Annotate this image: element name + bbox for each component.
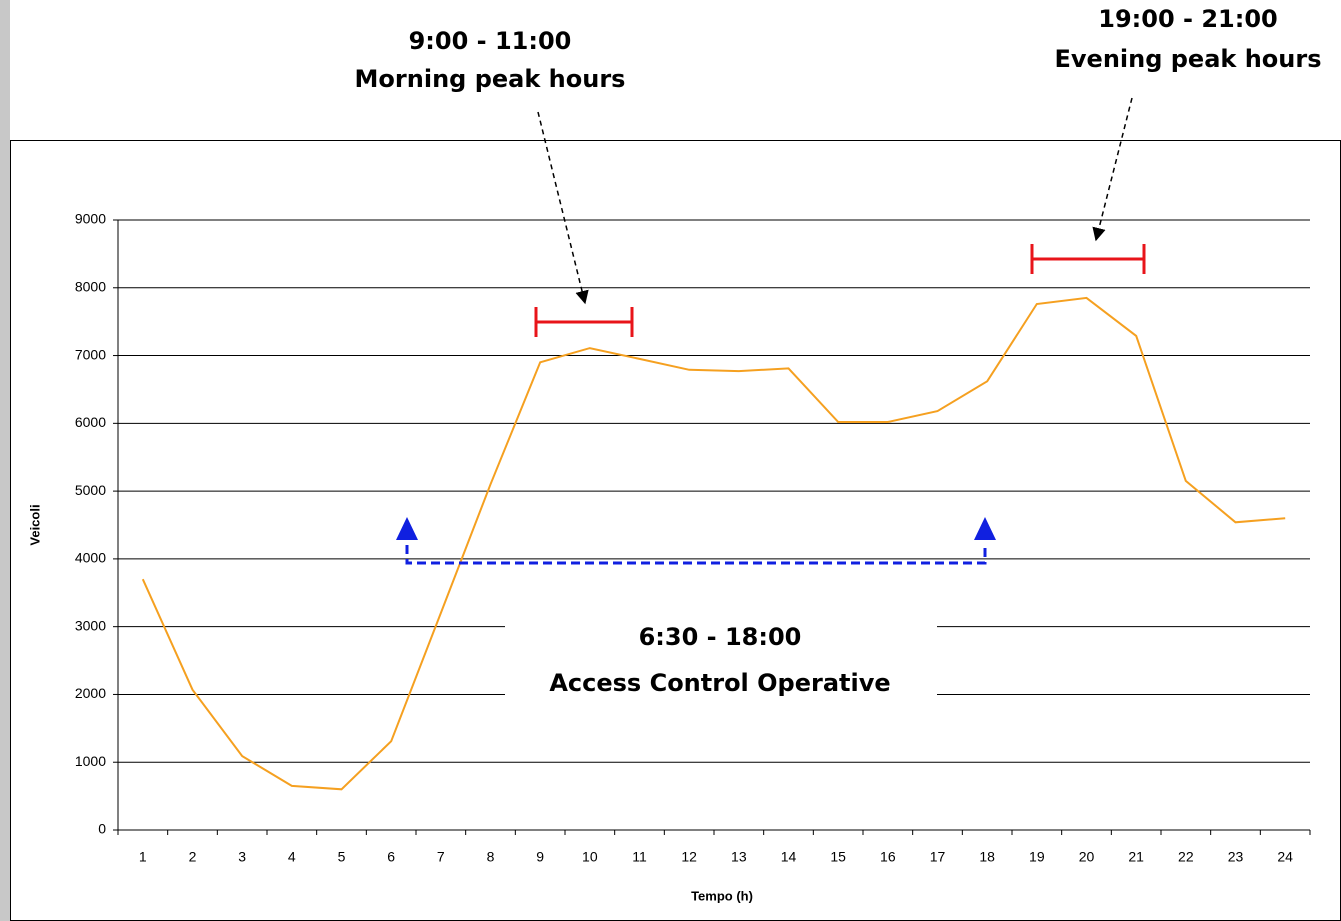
x-tick-label: 1	[139, 849, 147, 865]
x-tick-label: 2	[189, 849, 197, 865]
y-tick-label: 9000	[75, 211, 106, 227]
x-axis-label: Tempo (h)	[691, 888, 753, 903]
x-tick-label: 11	[632, 849, 647, 865]
x-tick-label: 24	[1277, 849, 1293, 865]
x-tick-label: 10	[582, 849, 598, 865]
x-tick-label: 8	[487, 849, 495, 865]
peak-bracket	[534, 307, 634, 337]
x-tick-label: 16	[880, 849, 896, 865]
y-tick-label: 8000	[75, 278, 106, 294]
y-tick-label: 4000	[75, 550, 106, 566]
x-tick-label: 3	[238, 849, 246, 865]
x-tick-label: 6	[387, 849, 395, 865]
x-tick-label: 17	[930, 849, 946, 865]
annotation: 9:00 - 11:00	[409, 27, 572, 55]
y-tick-label: 5000	[75, 482, 106, 498]
y-tick-label: 1000	[75, 753, 106, 769]
y-tick-label: 6000	[75, 414, 106, 430]
side-strip	[0, 0, 10, 921]
x-tick-label: 21	[1128, 849, 1144, 865]
annotation: Morning peak hours	[355, 65, 626, 93]
x-tick-label: 4	[288, 849, 296, 865]
annotation: 19:00 - 21:00	[1098, 5, 1277, 33]
annotation-box	[505, 604, 937, 710]
x-tick-label: 9	[536, 849, 544, 865]
x-tick-label: 14	[781, 849, 797, 865]
y-tick-label: 2000	[75, 685, 106, 701]
chart-frame	[10, 140, 1341, 921]
data-line	[141, 296, 1286, 791]
x-tick-label: 12	[681, 849, 697, 865]
x-tick-label: 23	[1228, 849, 1244, 865]
access-bracket	[396, 517, 996, 565]
annotation: 6:30 - 18:00	[639, 623, 802, 651]
annotation: Evening peak hours	[1055, 45, 1322, 73]
x-tick-label: 18	[979, 849, 995, 865]
x-tick-label: 5	[338, 849, 346, 865]
x-tick-label: 15	[830, 849, 846, 865]
annotation: Access Control Operative	[549, 669, 890, 697]
y-tick-label: 0	[98, 821, 106, 837]
peak-bracket	[1030, 244, 1146, 274]
arrow	[537, 111, 589, 305]
y-tick-label: 7000	[75, 346, 106, 362]
x-tick-label: 7	[437, 849, 445, 865]
x-tick-label: 22	[1178, 849, 1194, 865]
x-tick-label: 19	[1029, 849, 1045, 865]
x-tick-label: 13	[731, 849, 747, 865]
y-tick-label: 3000	[75, 617, 106, 633]
arrow	[1092, 97, 1133, 242]
y-axis-label: Veicoli	[27, 504, 42, 545]
x-tick-label: 20	[1079, 849, 1095, 865]
